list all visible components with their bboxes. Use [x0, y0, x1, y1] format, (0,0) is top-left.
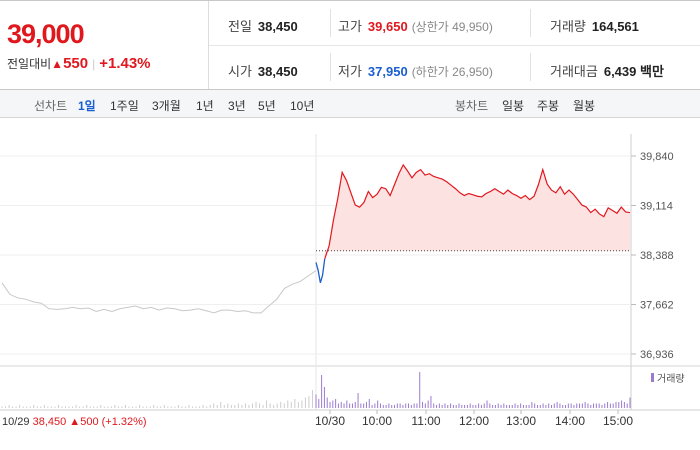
prev-day-percent: (+1.32%): [99, 416, 147, 428]
tab-1w[interactable]: 1주일: [110, 99, 139, 113]
volume-value: 164,561: [591, 19, 639, 34]
prev-close-stat: 전일 38,450: [228, 16, 298, 35]
col-divider: [330, 53, 331, 81]
prev-day-arrow: ▲: [66, 416, 80, 428]
volume-label: 거래량: [550, 19, 586, 34]
y-tick-label: 37,662: [640, 300, 674, 312]
tab-1y[interactable]: 1년: [196, 99, 214, 113]
x-tick-label: 10:00: [362, 414, 392, 428]
low-stat: 저가 37,950 (하한가 26,950): [338, 61, 493, 80]
x-tick-label: 14:00: [555, 414, 585, 428]
tab-weekly-candle[interactable]: 주봉: [537, 99, 560, 113]
price-area: [324, 164, 630, 259]
tab-3y[interactable]: 3년: [228, 99, 246, 113]
upper-limit: (상한가 49,950): [411, 20, 493, 34]
row-divider: [209, 45, 700, 46]
lower-limit: (하한가 26,950): [411, 65, 493, 79]
high-label: 고가: [338, 19, 362, 34]
divider: |: [92, 57, 96, 71]
tab-5y[interactable]: 5년: [258, 99, 276, 113]
change-amount: 550: [63, 55, 89, 72]
volume-stat: 거래량 164,561: [550, 16, 639, 35]
change-row: 전일대비▲550 | +1.43%: [7, 55, 151, 72]
price-box: 39,000 전일대비▲550 | +1.43%: [0, 1, 209, 89]
col-divider: [330, 9, 331, 37]
change-label: 전일대비: [7, 57, 52, 71]
price-lines: [1, 163, 631, 314]
y-tick-label: 39,840: [640, 151, 674, 163]
y-tick-label: 36,936: [640, 349, 674, 361]
tab-daily-candle[interactable]: 일봉: [502, 99, 525, 113]
open-stat: 시가 38,450: [228, 61, 298, 80]
change-percent: +1.43%: [99, 55, 151, 72]
x-tick-label: 11:00: [411, 414, 440, 428]
quote-header: 39,000 전일대비▲550 | +1.43% 전일 38,450 고가 39,650…: [0, 0, 700, 90]
trade-value-stat: 거래대금 6,439 백만: [550, 61, 664, 80]
x-tick-label: 10/30: [315, 414, 345, 428]
up-triangle-icon: ▲: [51, 57, 64, 71]
y-tick-label: 39,114: [640, 201, 673, 213]
line-chart-label: 선차트: [34, 99, 68, 113]
prev-day-price-line: [1, 270, 317, 314]
y-axis: 39,840 39,114 38,388 37,662 36,936: [631, 151, 674, 361]
candle-chart-label: 봉차트: [455, 99, 489, 113]
col-divider: [530, 53, 531, 81]
period-tab-bar: 선차트 1일 1주일 3개월 1년 3년 5년 10년 봉차트 일봉 주봉 월봉: [0, 90, 700, 118]
trade-value-value: 6,439 백만: [603, 64, 664, 79]
y-tick-label: 38,388: [640, 250, 674, 262]
prev-close-label: 전일: [228, 19, 252, 34]
prev-day-caption: 10/29 38,450 ▲500 (+1.32%): [2, 416, 147, 428]
low-label: 저가: [338, 64, 362, 79]
high-value: 39,650: [367, 19, 408, 34]
x-axis: 10/30 10:00 11:00 12:00 13:00 14:00 15:00 10/29…: [2, 410, 633, 428]
x-tick-label: 13:00: [506, 414, 536, 428]
today-price-line: [324, 163, 631, 260]
above-ref-fill: [324, 164, 630, 259]
tab-1d[interactable]: 1일: [78, 99, 96, 113]
high-stat: 고가 39,650 (상한가 49,950): [338, 16, 493, 35]
trade-value-label: 거래대금: [550, 64, 598, 79]
prev-day-change: 500: [80, 416, 98, 428]
tab-monthly-candle[interactable]: 월봉: [573, 99, 596, 113]
price-chart: 39,840 39,114 38,388 37,662 36,936 거래량 10/30…: [0, 134, 700, 428]
below-ref-price-line: [315, 258, 326, 283]
tab-3m[interactable]: 3개월: [152, 99, 181, 113]
prev-day-close: 38,450: [33, 416, 67, 428]
prev-day-date: 10/29: [2, 416, 33, 428]
open-value: 38,450: [257, 64, 298, 79]
volume-panel: 거래량: [1, 372, 685, 408]
col-divider: [530, 9, 531, 37]
open-label: 시가: [228, 64, 252, 79]
current-price: 39,000: [7, 19, 85, 49]
prev-close-value: 38,450: [257, 19, 298, 34]
volume-legend-label: 거래량: [657, 373, 685, 385]
chart-frame: [0, 134, 700, 411]
tab-10y[interactable]: 10년: [290, 99, 315, 113]
x-tick-label: 15:00: [603, 414, 633, 428]
volume-legend-swatch: [651, 373, 654, 382]
x-tick-label: 12:00: [459, 414, 489, 428]
low-value: 37,950: [367, 64, 408, 79]
